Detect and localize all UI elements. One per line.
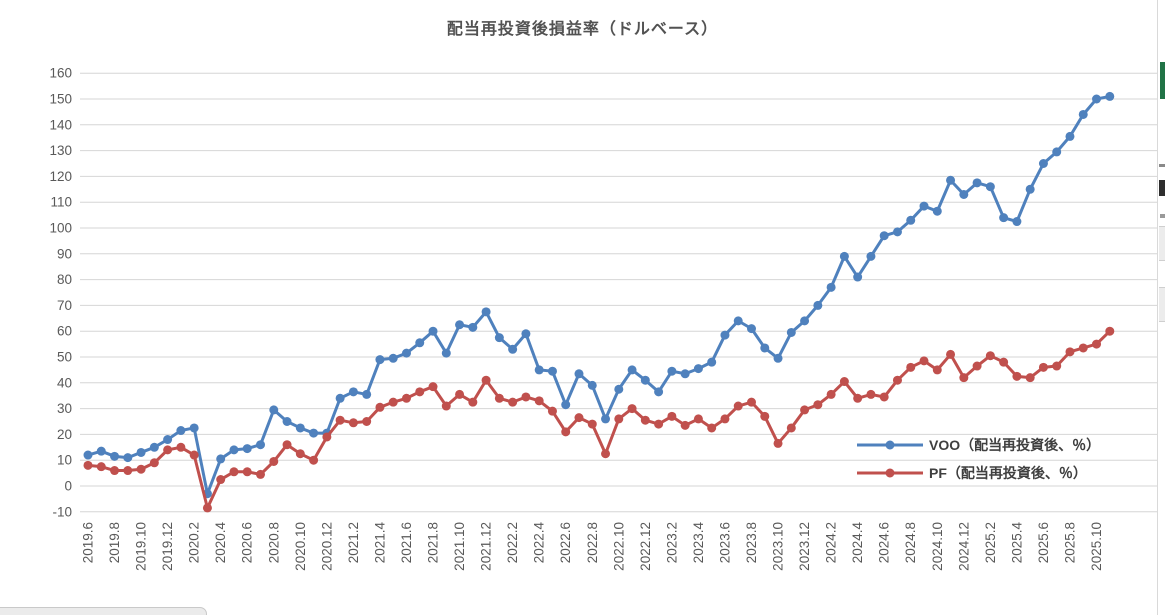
svg-text:2021.10: 2021.10 bbox=[452, 522, 467, 571]
svg-text:2022.4: 2022.4 bbox=[532, 522, 547, 564]
sheet-fragment-box1 bbox=[1159, 226, 1165, 261]
svg-text:160: 160 bbox=[49, 66, 72, 81]
svg-text:60: 60 bbox=[57, 324, 72, 339]
svg-text:2024.12: 2024.12 bbox=[956, 522, 971, 571]
legend-label-voo: VOO（配当再投資後、％） bbox=[929, 437, 1101, 453]
sheet-fragment-box2 bbox=[1159, 287, 1165, 322]
svg-text:150: 150 bbox=[49, 92, 72, 107]
svg-text:2022.6: 2022.6 bbox=[558, 522, 573, 563]
svg-text:2021.12: 2021.12 bbox=[479, 522, 494, 571]
legend-item-pf: PF（配当再投資後、％） bbox=[856, 461, 1100, 485]
svg-text:-10: -10 bbox=[52, 504, 72, 519]
svg-text:2023.8: 2023.8 bbox=[744, 522, 759, 563]
svg-text:120: 120 bbox=[49, 169, 72, 184]
svg-text:2023.6: 2023.6 bbox=[717, 522, 732, 563]
svg-text:2025.6: 2025.6 bbox=[1036, 522, 1051, 563]
svg-text:20: 20 bbox=[57, 427, 72, 442]
sheet-fragment-mark2 bbox=[1159, 180, 1165, 196]
pf-line-swatch bbox=[857, 468, 923, 478]
svg-text:2019.8: 2019.8 bbox=[107, 522, 122, 563]
svg-text:50: 50 bbox=[57, 350, 72, 365]
chart-legend: VOO（配当再投資後、％） PF（配当再投資後、％） bbox=[856, 433, 1100, 489]
svg-text:2022.12: 2022.12 bbox=[638, 522, 653, 571]
svg-text:90: 90 bbox=[57, 246, 72, 261]
svg-text:70: 70 bbox=[57, 298, 72, 313]
svg-text:0: 0 bbox=[64, 479, 72, 494]
svg-text:80: 80 bbox=[57, 272, 72, 287]
taskbar-fragment bbox=[0, 607, 207, 615]
svg-text:2024.4: 2024.4 bbox=[850, 522, 865, 564]
svg-text:2022.10: 2022.10 bbox=[611, 522, 626, 571]
svg-text:2025.2: 2025.2 bbox=[983, 522, 998, 563]
svg-text:2021.2: 2021.2 bbox=[346, 522, 361, 563]
svg-text:110: 110 bbox=[50, 195, 72, 210]
svg-text:2025.10: 2025.10 bbox=[1089, 522, 1104, 571]
voo-line-swatch bbox=[857, 440, 923, 450]
svg-text:2020.4: 2020.4 bbox=[213, 522, 228, 564]
sheet-fragment-mark3 bbox=[1160, 214, 1165, 218]
svg-text:2020.12: 2020.12 bbox=[319, 522, 334, 571]
svg-text:2020.2: 2020.2 bbox=[187, 522, 202, 563]
svg-text:2025.4: 2025.4 bbox=[1009, 522, 1024, 564]
svg-text:2021.4: 2021.4 bbox=[372, 522, 387, 564]
svg-text:2023.12: 2023.12 bbox=[797, 522, 812, 571]
svg-text:2019.6: 2019.6 bbox=[81, 522, 96, 563]
svg-text:2022.2: 2022.2 bbox=[505, 522, 520, 563]
legend-item-voo: VOO（配当再投資後、％） bbox=[856, 433, 1100, 457]
svg-text:2025.8: 2025.8 bbox=[1062, 522, 1077, 563]
svg-text:2024.6: 2024.6 bbox=[877, 522, 892, 563]
svg-text:2024.10: 2024.10 bbox=[930, 522, 945, 571]
chart-title: 配当再投資後損益率（ドルベース） bbox=[446, 21, 719, 38]
svg-text:2020.6: 2020.6 bbox=[240, 522, 255, 563]
svg-text:130: 130 bbox=[49, 143, 72, 158]
svg-text:2020.10: 2020.10 bbox=[293, 522, 308, 571]
svg-text:2019.10: 2019.10 bbox=[134, 522, 149, 571]
svg-text:40: 40 bbox=[57, 375, 72, 390]
chart-right-border bbox=[1157, 0, 1158, 615]
svg-text:2021.8: 2021.8 bbox=[426, 522, 441, 563]
svg-text:2024.8: 2024.8 bbox=[903, 522, 918, 563]
svg-text:2020.8: 2020.8 bbox=[266, 522, 281, 563]
svg-text:2022.8: 2022.8 bbox=[585, 522, 600, 563]
svg-text:2023.4: 2023.4 bbox=[691, 522, 706, 564]
svg-text:140: 140 bbox=[49, 117, 72, 132]
svg-text:2024.2: 2024.2 bbox=[824, 522, 839, 563]
svg-text:100: 100 bbox=[49, 221, 72, 236]
sheet-fragment-mark1 bbox=[1159, 164, 1165, 167]
svg-text:2021.6: 2021.6 bbox=[399, 522, 414, 563]
svg-text:2023.10: 2023.10 bbox=[771, 522, 786, 571]
svg-text:10: 10 bbox=[57, 453, 72, 468]
svg-text:2019.12: 2019.12 bbox=[160, 522, 175, 571]
svg-text:2023.2: 2023.2 bbox=[664, 522, 679, 563]
legend-label-pf: PF（配当再投資後、％） bbox=[929, 465, 1087, 481]
svg-text:30: 30 bbox=[57, 401, 72, 416]
sheet-fragment-green bbox=[1160, 62, 1165, 99]
